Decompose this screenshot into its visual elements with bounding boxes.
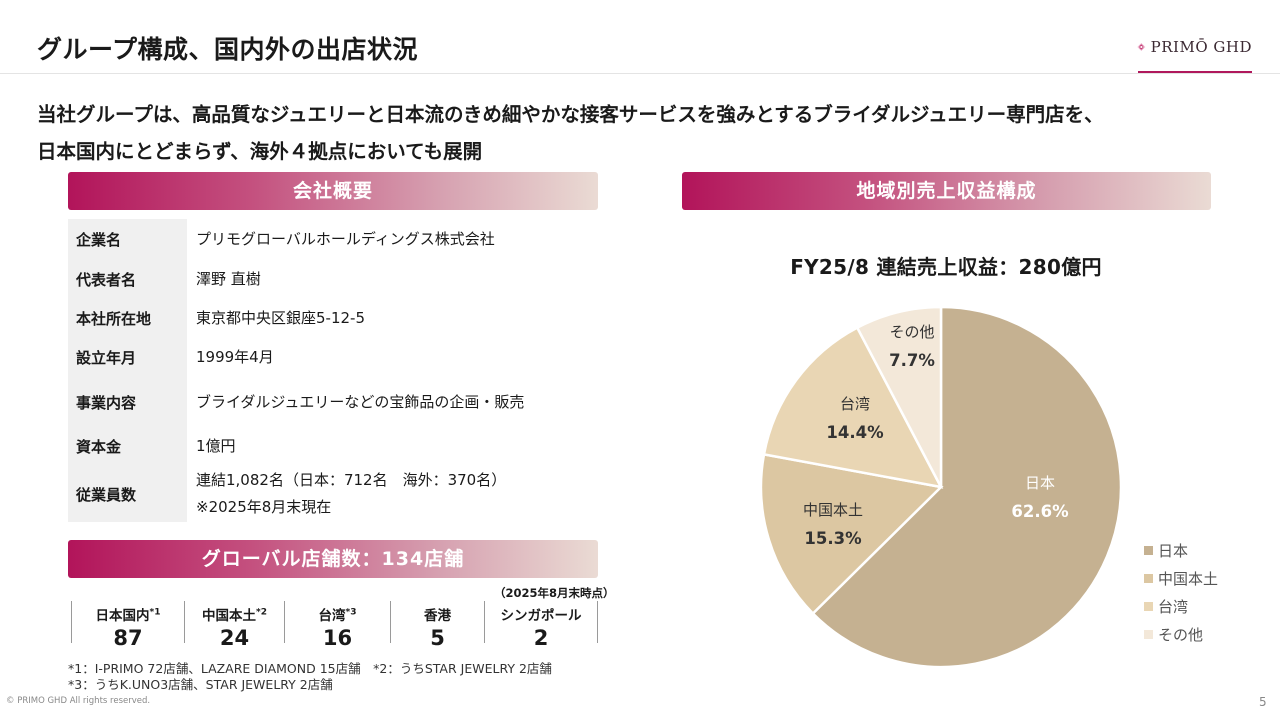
legend-swatch [1144,629,1153,639]
copyright: © PRIMO GHD All rights reserved. [6,696,151,706]
info-row-employees: 従業員数 連結1,082名（日本：712名 海外：370名） ※2025年8月末… [68,466,598,522]
store-japan: 日本国内*1 87 [71,601,184,650]
info-key: 設立年月 [68,338,187,377]
slice-name: 日本 [1024,474,1055,492]
page-title: グループ構成、国内外の出店状況 [37,35,419,64]
store-footnote-mark: *3 [345,607,357,618]
store-footnote-mark: *1 [149,607,161,618]
info-value: 澤野 直樹 [196,269,261,288]
pie-label-china: 中国本土 15.3% [778,499,888,548]
pie-slice-china [759,452,944,616]
diamond-logo-icon [1137,43,1146,51]
info-row-capital: 資本金 1億円 [68,427,598,466]
employees-count: 連結1,082名（日本：712名 海外：370名） [196,471,507,489]
slice-value: 14.4% [826,423,884,442]
info-value: 1億円 [196,437,236,455]
stores-as-of: （2025年8月末時点） [494,586,615,600]
info-key: 事業内容 [68,377,187,427]
info-value: 東京都中央区銀座5-12-5 [196,309,365,327]
footnotes: *1：I-PRIMO 72店舗、LAZARE DIAMOND 15店舗 *2：う… [68,661,552,693]
info-key: 資本金 [68,427,187,466]
pie-slice-taiwan [762,325,944,489]
employees-note: ※2025年8月末現在 [196,498,332,516]
store-footnote-mark: *2 [256,607,267,618]
company-logo: PRIMŌ GHD [1137,34,1252,60]
info-value: ブライダルジュエリーなどの宝飾品の企画・販売 [196,392,525,411]
lead-line-2: 日本国内にとどまらず、海外４拠点においても展開 [37,140,483,163]
info-value: プリモグローバルホールディングス株式会社 [196,229,495,248]
legend-label: その他 [1158,625,1204,644]
legend-item-china: 中国本土 [1144,564,1218,592]
footnote-2: *3：うちK.UNO3店舗、STAR JEWELRY 2店舗 [68,677,333,692]
pie-slice-other [855,305,943,488]
slice-name: その他 [889,323,935,341]
legend-swatch [1144,545,1153,555]
legend-label: 台湾 [1158,597,1189,616]
store-singapore: シンガポール 2 [484,601,598,650]
page-number: 5 [1259,695,1267,709]
slice-value: 7.7% [889,351,935,370]
lead-text: 当社グループは、高品質なジュエリーと日本流のきめ細やかな接客サービスを強みとする… [37,96,1257,170]
legend-item-other: その他 [1144,620,1218,648]
pie-label-japan: 日本 62.6% [985,472,1095,521]
store-count: 16 [322,626,353,650]
legend-swatch [1144,573,1153,583]
store-china: 中国本土*2 24 [184,601,284,650]
lead-line-1: 当社グループは、高品質なジュエリーと日本流のきめ細やかな接客サービスを強みとする… [37,103,1104,126]
pie-label-taiwan: 台湾 14.4% [800,393,910,442]
info-key: 従業員数 [68,466,187,522]
info-row-representative: 代表者名 澤野 直樹 [68,259,598,299]
store-counts: 日本国内*1 87 中国本土*2 24 台湾*3 16 香港 5 シンガポール … [71,601,598,650]
logo-text: PRIMŌ GHD [1150,38,1252,56]
store-label: 香港 [424,608,451,624]
global-stores-heading: グローバル店舗数：134店舗 [68,540,598,578]
slice-name: 中国本土 [802,501,863,519]
legend-label: 日本 [1158,541,1189,560]
regional-revenue-heading: 地域別売上収益構成 [682,172,1211,210]
slice-name: 台湾 [839,395,870,413]
company-overview-heading: 会社概要 [68,172,598,210]
info-key: 本社所在地 [68,299,187,338]
info-row-established: 設立年月 1999年4月 [68,338,598,377]
store-count: 24 [219,626,250,650]
info-row-headquarters: 本社所在地 東京都中央区銀座5-12-5 [68,299,598,338]
footnote-1: *1：I-PRIMO 72店舗、LAZARE DIAMOND 15店舗 *2：う… [68,661,552,676]
legend-item-taiwan: 台湾 [1144,592,1218,620]
info-value: 連結1,082名（日本：712名 海外：370名） ※2025年8月末現在 [187,466,598,522]
pie-label-other: その他 7.7% [857,321,967,370]
store-label: 中国本土 [202,608,257,624]
store-label: シンガポール [500,608,582,624]
slice-value: 15.3% [804,529,862,548]
store-count: 87 [113,626,143,650]
legend-label: 中国本土 [1158,569,1219,588]
slice-value: 62.6% [1011,502,1069,521]
title-divider [0,73,1280,74]
info-key: 企業名 [68,219,187,259]
legend-swatch [1144,601,1153,611]
legend-item-japan: 日本 [1144,536,1218,564]
store-label: 日本国内 [95,608,150,624]
store-hongkong: 香港 5 [390,601,484,650]
info-row-company-name: 企業名 プリモグローバルホールディングス株式会社 [68,219,598,259]
company-info-table: 企業名 プリモグローバルホールディングス株式会社 代表者名 澤野 直樹 本社所在… [68,219,598,522]
chart-title: FY25/8 連結売上収益：280億円 [790,255,1102,279]
pie-slice-japan [811,305,1123,669]
store-count: 2 [533,626,549,650]
info-row-business: 事業内容 ブライダルジュエリーなどの宝飾品の企画・販売 [68,377,598,427]
info-key: 代表者名 [68,259,187,299]
logo-underline [1138,71,1252,73]
chart-legend: 日本 中国本土 台湾 その他 [1144,536,1218,648]
store-taiwan: 台湾*3 16 [284,601,390,650]
store-label: 台湾 [318,608,346,624]
store-count: 5 [430,626,445,650]
info-value: 1999年4月 [196,348,274,366]
